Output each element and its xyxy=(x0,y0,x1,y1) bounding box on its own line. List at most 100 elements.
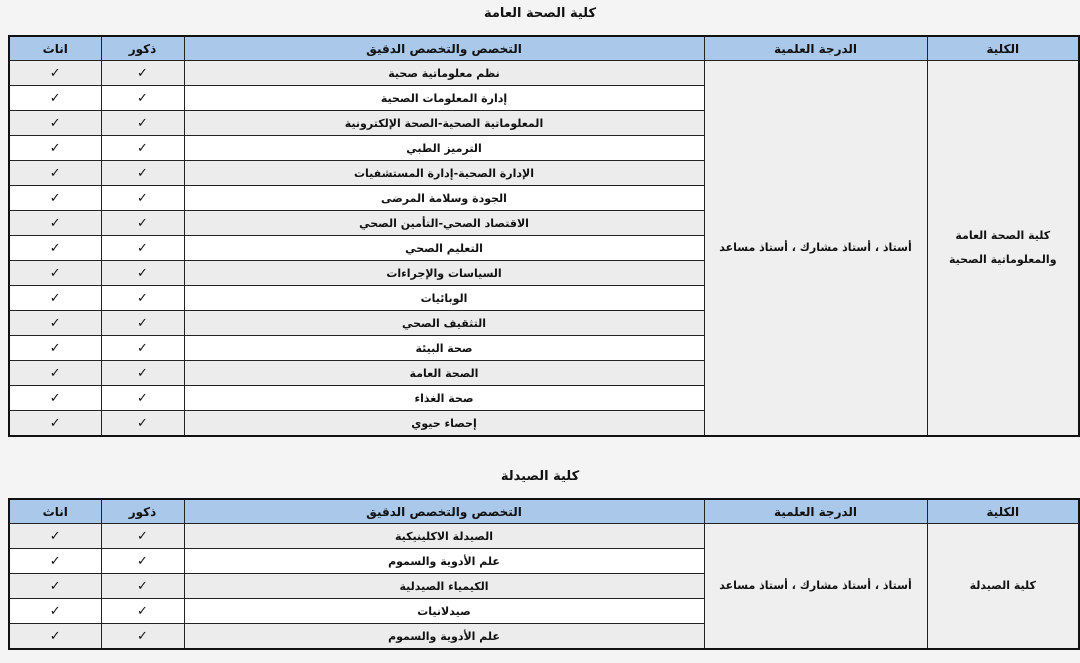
table-row: الجودة وسلامة المرضى ✓ ✓ xyxy=(8,185,1079,211)
table-row: الترميز الطبي ✓ ✓ xyxy=(8,135,1079,161)
specialization-cell: إحصاء حيوي xyxy=(183,410,705,437)
male-check-icon: ✓ xyxy=(100,85,185,111)
specialization-cell: الاقتصاد الصحي-التأمين الصحي xyxy=(183,210,705,236)
male-check-icon: ✓ xyxy=(100,385,185,411)
table-row: صحة البيئة ✓ ✓ xyxy=(8,335,1079,361)
header-male: ذكور xyxy=(100,498,185,524)
table-row: علم الأدوية والسموم ✓ ✓ xyxy=(8,548,1079,574)
female-check-icon: ✓ xyxy=(8,160,102,186)
male-check-icon: ✓ xyxy=(100,598,185,624)
male-check-icon: ✓ xyxy=(100,235,185,261)
male-check-icon: ✓ xyxy=(100,285,185,311)
table-row: صحة الغذاء ✓ ✓ xyxy=(8,385,1079,411)
specialization-cell: نظم معلوماتية صحية xyxy=(183,60,705,86)
header-degree: الدرجة العلمية xyxy=(703,35,928,61)
header-specialization: التخصص والتخصص الدقيق xyxy=(183,498,705,524)
header-female: اناث xyxy=(8,35,102,61)
female-check-icon: ✓ xyxy=(8,310,102,336)
female-check-icon: ✓ xyxy=(8,235,102,261)
specialization-cell: صحة البيئة xyxy=(183,335,705,361)
college-name-line1: كلية الصيدلة xyxy=(969,579,1036,592)
female-check-icon: ✓ xyxy=(8,548,102,574)
table-row: إدارة المعلومات الصحية ✓ ✓ xyxy=(8,85,1079,111)
male-check-icon: ✓ xyxy=(100,410,185,437)
header-row: الكلية الدرجة العلمية التخصص والتخصص الد… xyxy=(8,498,1080,524)
female-check-icon: ✓ xyxy=(8,85,102,111)
specialization-cell: الجودة وسلامة المرضى xyxy=(183,185,705,211)
table-row: التعليم الصحي ✓ ✓ xyxy=(8,235,1079,261)
male-check-icon: ✓ xyxy=(100,185,185,211)
college-table: الكلية الدرجة العلمية التخصص والتخصص الد… xyxy=(8,498,1080,650)
specialization-cell: الصحة العامة xyxy=(183,360,705,386)
degree-cell: أستاذ ، أستاذ مشارك ، أستاذ مساعد xyxy=(703,60,928,437)
table-row: علم الأدوية والسموم ✓ ✓ xyxy=(8,623,1079,650)
male-check-icon: ✓ xyxy=(100,110,185,136)
table-row: صيدلانيات ✓ ✓ xyxy=(8,598,1079,624)
specialization-cell: الصيدلة الاكلينيكية xyxy=(183,523,705,549)
male-check-icon: ✓ xyxy=(100,210,185,236)
specialization-cell: صحة الغذاء xyxy=(183,385,705,411)
header-specialization: التخصص والتخصص الدقيق xyxy=(183,35,705,61)
specialization-cell: المعلوماتية الصحية-الصحة الإلكترونية xyxy=(183,110,705,136)
header-college: الكلية xyxy=(926,35,1080,61)
header-female: اناث xyxy=(8,498,102,524)
table-row: السياسات والإجراءات ✓ ✓ xyxy=(8,260,1079,286)
specialization-cell: الإدارة الصحية-إدارة المستشفيات xyxy=(183,160,705,186)
table-row: الصحة العامة ✓ ✓ xyxy=(8,360,1079,386)
specialization-cell: إدارة المعلومات الصحية xyxy=(183,85,705,111)
table-row: الكيمياء الصيدلية ✓ ✓ xyxy=(8,573,1079,599)
female-check-icon: ✓ xyxy=(8,285,102,311)
college-name-line1: كلية الصحة العامة xyxy=(955,229,1051,242)
female-check-icon: ✓ xyxy=(8,135,102,161)
table-row: كلية الصحة العامة والمعلوماتية الصحية أستا… xyxy=(8,60,1080,437)
male-check-icon: ✓ xyxy=(100,548,185,574)
table-row: إحصاء حيوي ✓ ✓ xyxy=(8,410,1079,437)
male-check-icon: ✓ xyxy=(100,260,185,286)
specialization-cell: علم الأدوية والسموم xyxy=(183,623,705,650)
degree-cell: أستاذ ، أستاذ مشارك ، أستاذ مساعد xyxy=(703,523,928,650)
section-title: كلية الصحة العامة xyxy=(484,6,596,21)
female-check-icon: ✓ xyxy=(8,210,102,236)
table-row: الاقتصاد الصحي-التأمين الصحي ✓ ✓ xyxy=(8,210,1079,236)
female-check-icon: ✓ xyxy=(8,260,102,286)
specialization-cell: الوبائيات xyxy=(183,285,705,311)
female-check-icon: ✓ xyxy=(8,385,102,411)
male-check-icon: ✓ xyxy=(100,310,185,336)
female-check-icon: ✓ xyxy=(8,185,102,211)
female-check-icon: ✓ xyxy=(8,60,102,86)
header-college: الكلية xyxy=(926,498,1080,524)
header-degree: الدرجة العلمية xyxy=(703,498,928,524)
female-check-icon: ✓ xyxy=(8,410,102,437)
section-title: كلية الصيدلة xyxy=(500,469,580,484)
college-cell: كلية الصيدلة xyxy=(926,523,1080,650)
table-row: المعلوماتية الصحية-الصحة الإلكترونية ✓ ✓ xyxy=(8,110,1079,136)
male-check-icon: ✓ xyxy=(100,60,185,86)
table-row: التثقيف الصحي ✓ ✓ xyxy=(8,310,1079,336)
female-check-icon: ✓ xyxy=(8,360,102,386)
female-check-icon: ✓ xyxy=(8,623,102,650)
female-check-icon: ✓ xyxy=(8,598,102,624)
male-check-icon: ✓ xyxy=(100,523,185,549)
female-check-icon: ✓ xyxy=(8,110,102,136)
table-row: الوبائيات ✓ ✓ xyxy=(8,285,1079,311)
header-male: ذكور xyxy=(100,35,185,61)
female-check-icon: ✓ xyxy=(8,573,102,599)
specialization-cell: التثقيف الصحي xyxy=(183,310,705,336)
male-check-icon: ✓ xyxy=(100,573,185,599)
specialization-cell: علم الأدوية والسموم xyxy=(183,548,705,574)
college-cell: كلية الصحة العامة والمعلوماتية الصحية xyxy=(926,60,1080,437)
header-row: الكلية الدرجة العلمية التخصص والتخصص الد… xyxy=(8,35,1080,61)
male-check-icon: ✓ xyxy=(100,360,185,386)
specialization-cell: السياسات والإجراءات xyxy=(183,260,705,286)
specialization-cell: الكيمياء الصيدلية xyxy=(183,573,705,599)
specialization-cell: صيدلانيات xyxy=(183,598,705,624)
female-check-icon: ✓ xyxy=(8,523,102,549)
male-check-icon: ✓ xyxy=(100,335,185,361)
specialization-cell: التعليم الصحي xyxy=(183,235,705,261)
specialization-cell: الترميز الطبي xyxy=(183,135,705,161)
table-row: كلية الصيدلة أستاذ ، أستاذ مشارك ، أستاذ … xyxy=(8,523,1080,650)
male-check-icon: ✓ xyxy=(100,160,185,186)
female-check-icon: ✓ xyxy=(8,335,102,361)
male-check-icon: ✓ xyxy=(100,135,185,161)
college-name-line2: والمعلوماتية الصحية xyxy=(948,253,1057,266)
